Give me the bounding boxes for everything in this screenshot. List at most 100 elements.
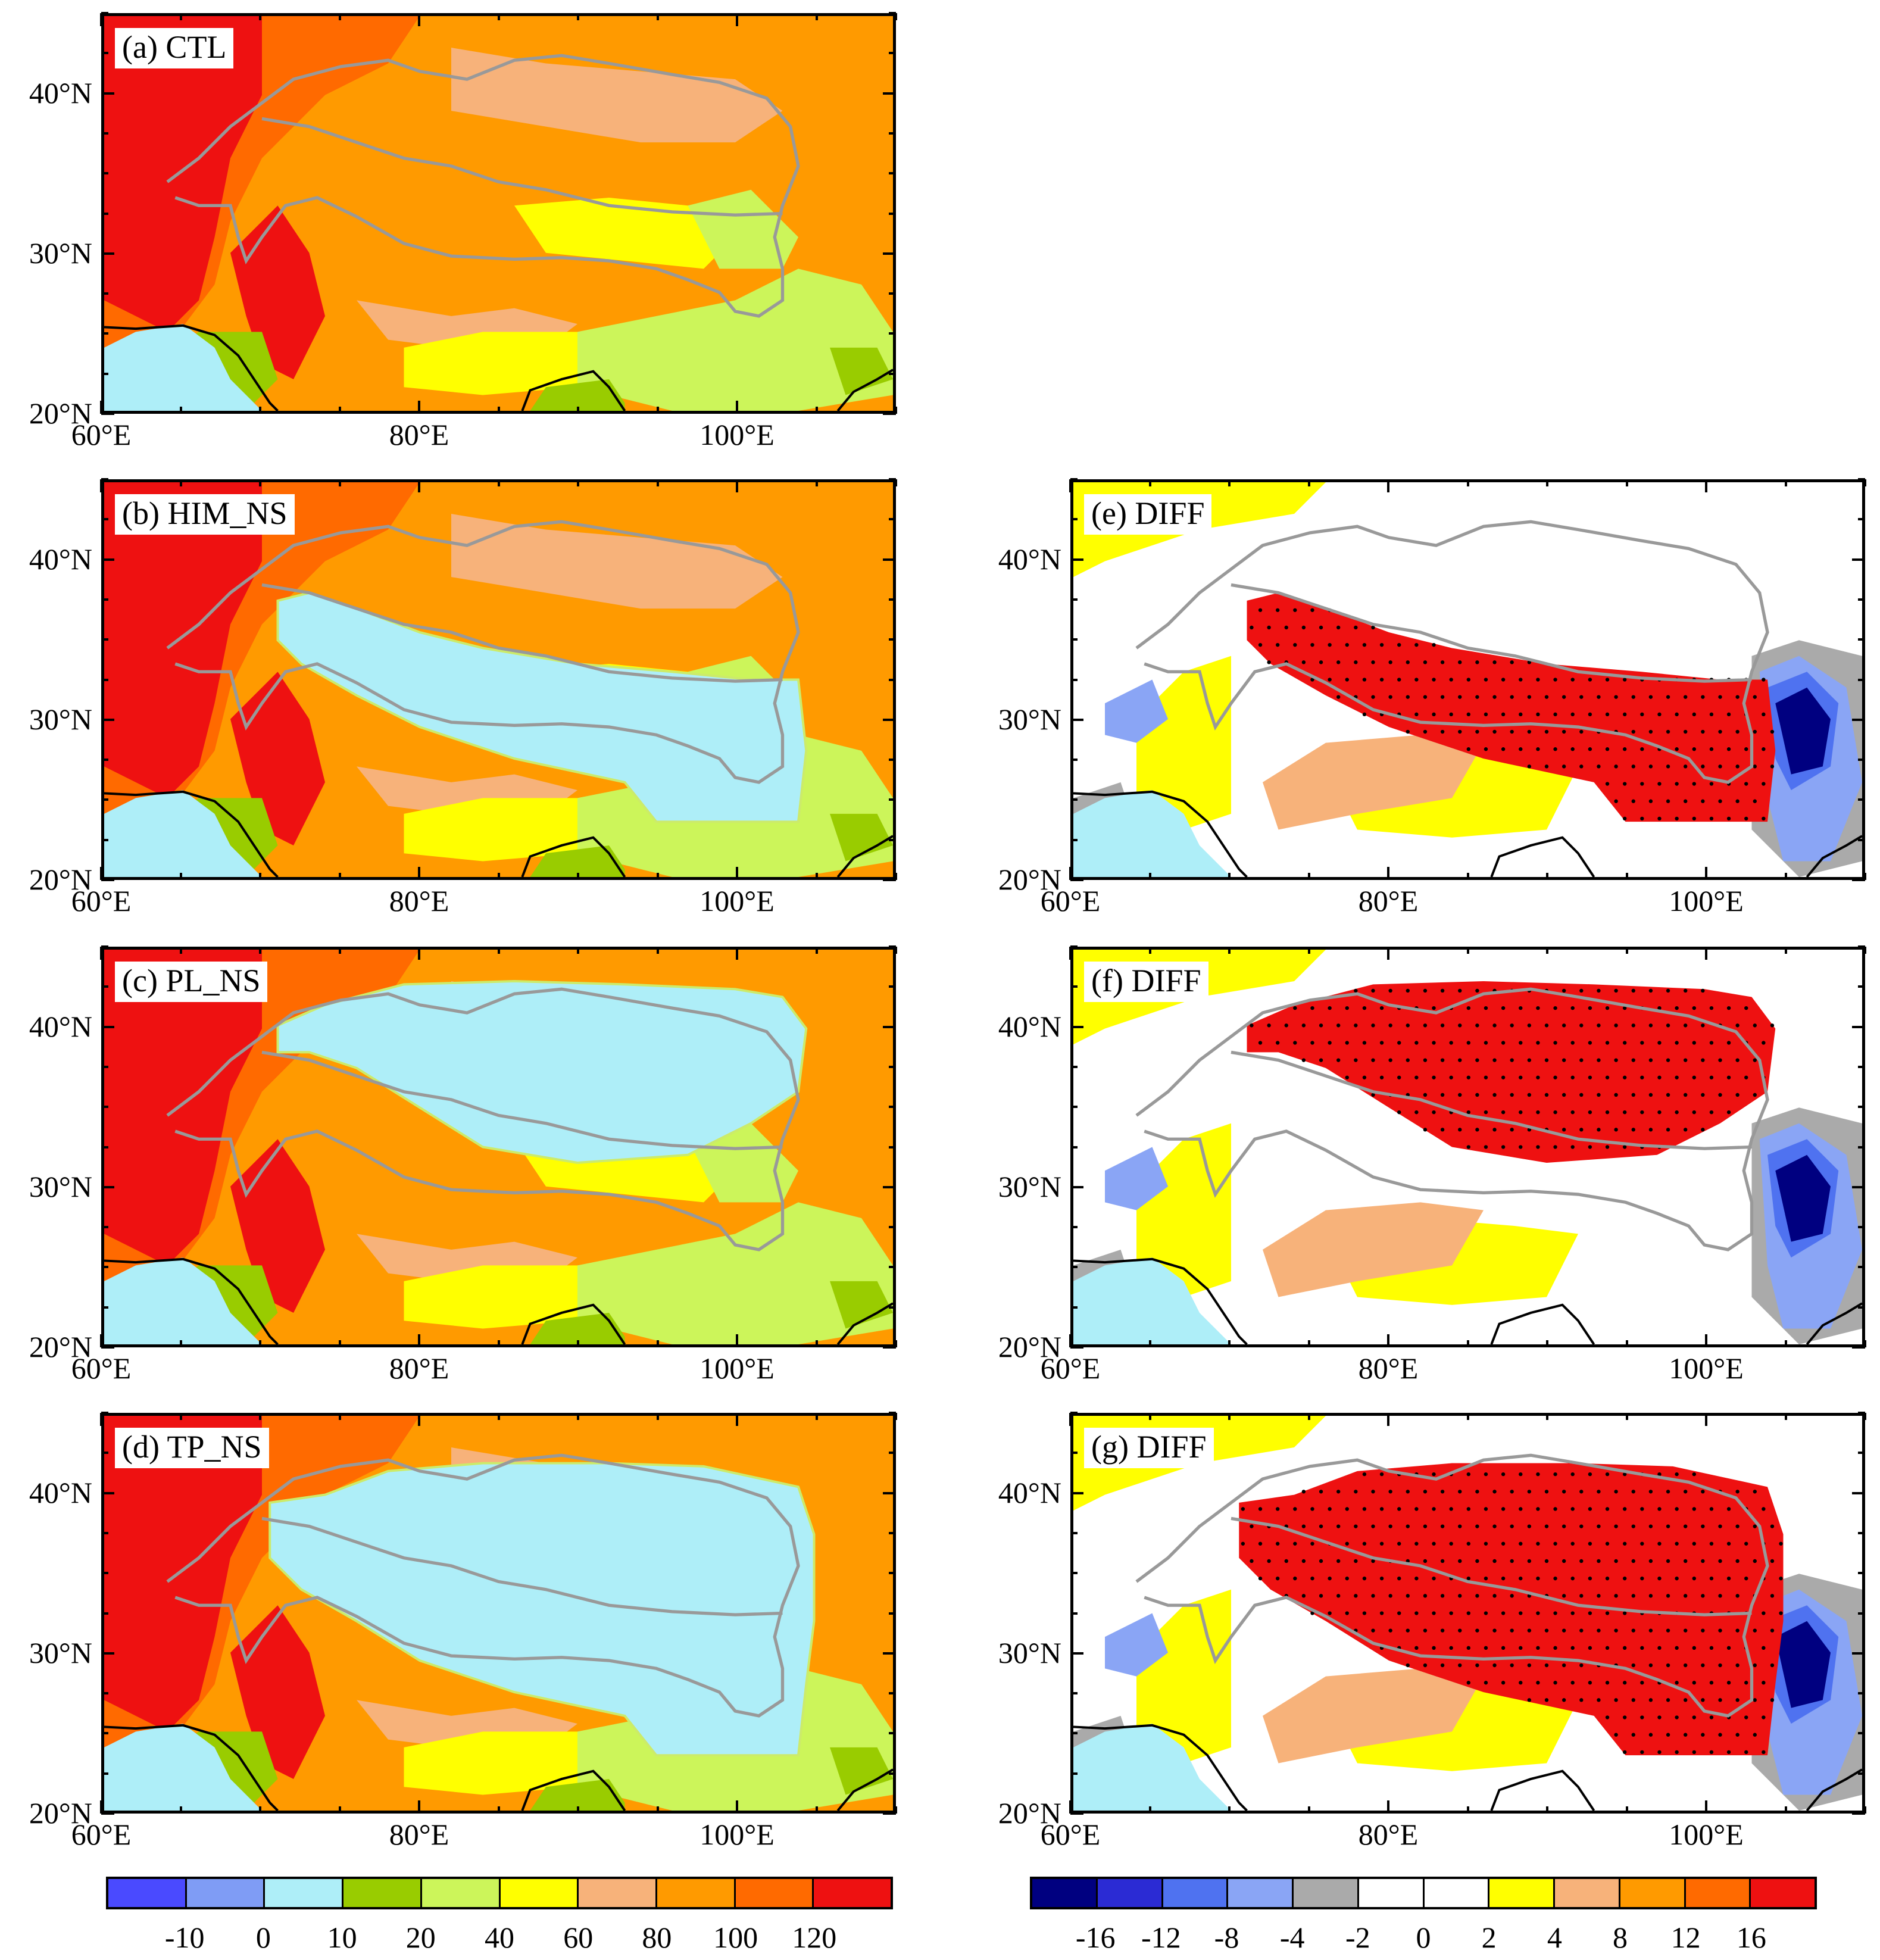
lat-tickmark bbox=[1858, 518, 1865, 521]
field-zone bbox=[830, 813, 893, 862]
lat-tickmark bbox=[1070, 558, 1083, 561]
lon-tickmark bbox=[736, 1800, 738, 1814]
lon-tickmark bbox=[259, 407, 261, 414]
colorbar-swatch bbox=[579, 1879, 657, 1907]
lon-tickmark bbox=[100, 13, 102, 26]
lat-tickmark bbox=[889, 292, 896, 295]
lat-tickmark bbox=[101, 558, 114, 561]
lon-tickmark bbox=[1387, 1413, 1389, 1426]
lon-tickmark bbox=[1546, 1340, 1548, 1347]
lat-tick-label: 30°N bbox=[998, 702, 1061, 736]
lat-tickmark bbox=[883, 92, 896, 95]
lat-tick-label: 40°N bbox=[29, 1475, 92, 1509]
colorbar-label: 0 bbox=[255, 1921, 271, 1954]
lat-tickmark bbox=[101, 12, 108, 14]
significance-stipple bbox=[1250, 608, 1775, 821]
panel-label: (e) DIFF bbox=[1084, 494, 1212, 535]
lon-tickmark bbox=[815, 1806, 818, 1814]
lat-tickmark bbox=[1852, 1346, 1865, 1349]
lon-tickmark bbox=[736, 1413, 738, 1426]
lon-tickmark bbox=[1705, 947, 1707, 960]
colorbar-swatch bbox=[1685, 1879, 1751, 1907]
lat-tickmark bbox=[889, 518, 896, 521]
lon-tickmark bbox=[179, 479, 182, 486]
elevation-contour bbox=[1231, 1050, 1752, 1150]
lon-tickmark bbox=[100, 1413, 102, 1426]
lat-tickmark bbox=[889, 985, 896, 988]
colorbar-swatch bbox=[1359, 1879, 1425, 1907]
lat-tickmark bbox=[101, 798, 108, 801]
lat-tickmark bbox=[101, 1266, 108, 1269]
lat-tickmark bbox=[1858, 1452, 1865, 1455]
lat-tickmark bbox=[101, 1185, 114, 1188]
lat-tickmark bbox=[101, 1732, 108, 1735]
lon-tick-label: 80°E bbox=[389, 418, 449, 451]
colorbar-swatch bbox=[108, 1879, 187, 1907]
lat-tickmark bbox=[889, 1572, 896, 1575]
lat-tickmark bbox=[101, 1226, 108, 1229]
field-zone bbox=[830, 1281, 893, 1329]
colorbar-label: 8 bbox=[1613, 1921, 1628, 1954]
elevation-contour bbox=[1135, 1453, 1769, 1718]
lat-tickmark bbox=[101, 1491, 114, 1494]
lat-tickmark bbox=[889, 132, 896, 135]
field-zone bbox=[1263, 735, 1484, 830]
lat-tickmark bbox=[889, 759, 896, 761]
field-zone bbox=[451, 48, 783, 143]
lon-tick-label: 100°E bbox=[1669, 1818, 1744, 1851]
field-zone bbox=[1775, 1154, 1831, 1242]
lon-tickmark bbox=[895, 947, 897, 954]
lat-tickmark bbox=[1070, 1612, 1078, 1615]
lat-tickmark bbox=[883, 1491, 896, 1494]
elevation-contour bbox=[166, 520, 800, 784]
lat-tickmark bbox=[1070, 1452, 1078, 1455]
lon-tick-label: 60°E bbox=[1040, 1818, 1101, 1851]
lon-tick-label: 60°E bbox=[71, 1818, 132, 1851]
panel-label: (g) DIFF bbox=[1084, 1428, 1214, 1468]
elevation-contour bbox=[261, 583, 783, 683]
lat-tickmark bbox=[1858, 638, 1865, 641]
lat-tickmark bbox=[889, 372, 896, 375]
lat-tickmark bbox=[889, 798, 896, 801]
panel-label: (a) CTL bbox=[115, 28, 234, 68]
lat-tick-label: 30°N bbox=[998, 1169, 1061, 1203]
lat-tickmark bbox=[101, 1612, 108, 1615]
lat-tick-label: 20°N bbox=[998, 1330, 1061, 1363]
lon-tickmark bbox=[1466, 479, 1469, 486]
lat-tickmark bbox=[889, 212, 896, 215]
lat-tickmark bbox=[101, 212, 108, 215]
modified-region bbox=[1247, 981, 1776, 1163]
colorbar-swatch bbox=[814, 1879, 891, 1907]
field-zone bbox=[104, 16, 262, 332]
lon-tickmark bbox=[1466, 1806, 1469, 1814]
lon-tickmark bbox=[1705, 479, 1707, 492]
lon-tickmark bbox=[497, 873, 500, 880]
lon-tickmark bbox=[1705, 1413, 1707, 1426]
field-zone bbox=[830, 347, 893, 395]
map-frame-a: (a) CTL bbox=[101, 13, 896, 414]
lat-tickmark bbox=[1070, 598, 1078, 601]
colorbar-label: 16 bbox=[1736, 1921, 1766, 1954]
lat-tickmark bbox=[889, 1412, 896, 1414]
lon-tickmark bbox=[1784, 479, 1787, 486]
lon-tickmark bbox=[736, 479, 738, 492]
map-canvas-g bbox=[1073, 1416, 1862, 1811]
lat-tickmark bbox=[1070, 1692, 1078, 1695]
lon-tickmark bbox=[338, 873, 341, 880]
lon-tickmark bbox=[815, 1413, 818, 1420]
panel-label: (c) PL_NS bbox=[115, 962, 268, 1002]
lon-tickmark bbox=[815, 479, 818, 486]
lon-tickmark bbox=[1069, 1800, 1072, 1814]
lon-tickmark bbox=[338, 479, 341, 486]
colorbar-swatch bbox=[500, 1879, 579, 1907]
lon-tickmark bbox=[1625, 479, 1628, 486]
field-zone bbox=[530, 379, 625, 411]
lat-tickmark bbox=[889, 945, 896, 948]
lon-tickmark bbox=[1148, 1413, 1151, 1420]
lon-tickmark bbox=[577, 1413, 579, 1420]
lat-tickmark bbox=[1858, 1772, 1865, 1775]
coastline bbox=[104, 1257, 279, 1344]
lon-tickmark bbox=[259, 1413, 261, 1420]
panel-label: (f) DIFF bbox=[1084, 962, 1208, 1002]
lon-tickmark bbox=[577, 407, 579, 414]
